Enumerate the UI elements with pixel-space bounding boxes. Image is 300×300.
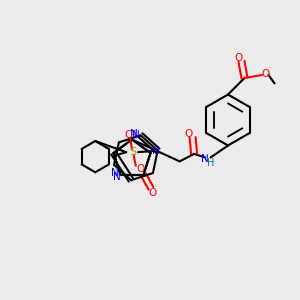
Text: H: H: [207, 158, 214, 169]
Text: N: N: [201, 154, 209, 164]
Text: O: O: [234, 53, 243, 63]
Text: N: N: [111, 168, 119, 178]
Text: O: O: [136, 164, 144, 174]
Text: N: N: [113, 172, 121, 182]
Text: S: S: [129, 147, 136, 157]
Text: N: N: [130, 129, 137, 140]
Text: O: O: [185, 129, 193, 139]
Text: O: O: [125, 130, 133, 140]
Text: N: N: [132, 130, 140, 140]
Text: O: O: [148, 188, 157, 198]
Text: N: N: [152, 146, 160, 157]
Text: O: O: [261, 69, 270, 80]
